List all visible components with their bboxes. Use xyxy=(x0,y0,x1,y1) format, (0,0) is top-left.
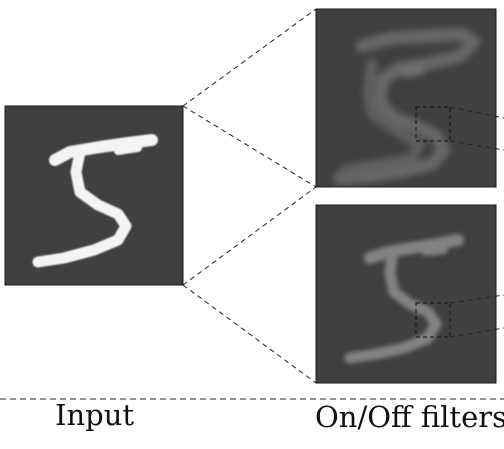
on-filter-receptive-field xyxy=(415,106,451,142)
off-filter-image xyxy=(315,204,497,384)
off-filter-response xyxy=(344,234,464,364)
projection-lines xyxy=(182,8,504,384)
input-digit-5 xyxy=(32,134,158,268)
input-caption: Input xyxy=(55,398,135,432)
off-filter-receptive-field xyxy=(415,302,451,338)
off-filter-panel xyxy=(315,204,497,384)
filters-caption: On/Off filters xyxy=(315,400,504,434)
on-filter-response xyxy=(333,27,481,185)
input-panel xyxy=(4,105,184,286)
on-filter-panel xyxy=(315,8,497,188)
